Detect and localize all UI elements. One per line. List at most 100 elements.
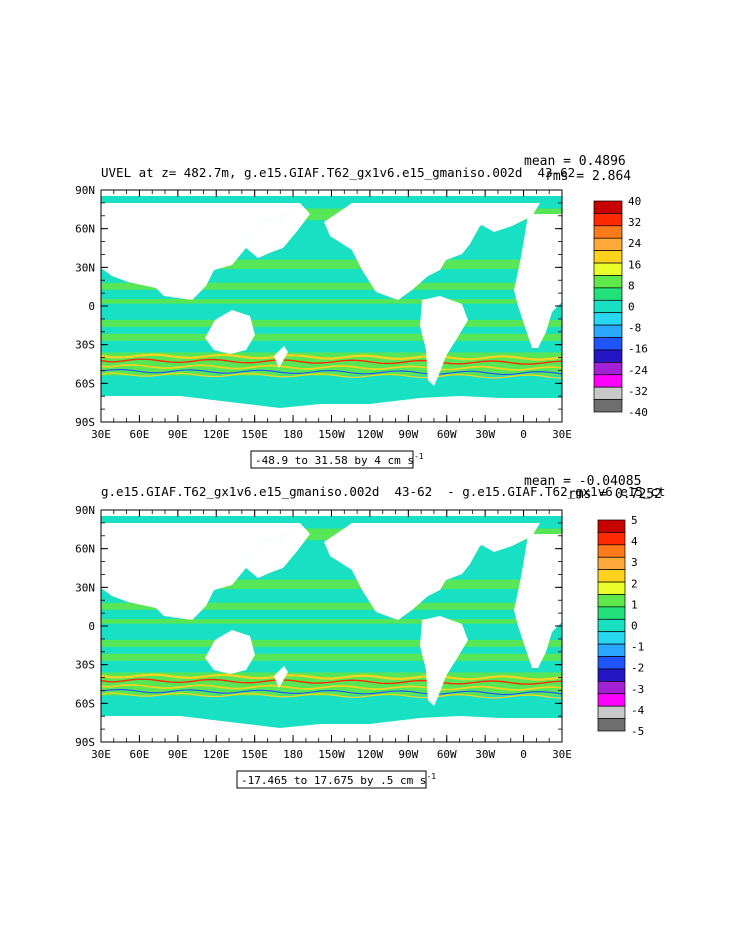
colorbar-swatch [593,250,623,264]
land-asia-north [215,203,310,258]
lon-label: 120W [357,748,384,761]
zonal-band [101,259,562,269]
land-greenland [468,203,540,232]
colorbar-label: -8 [628,322,641,335]
range-main-top: -48.9 to 31.58 by 4 cm s [255,454,414,467]
lon-label: 150E [241,748,268,761]
lat-label: 90S [75,416,95,429]
zonal-band [101,684,562,696]
range-text-top: -48.9 to 31.58 by 4 cm s-1 [255,452,424,467]
zonal-band [101,208,562,221]
lon-label: 150W [318,428,345,441]
lat-label: 90N [75,184,95,197]
colorbar-swatch [597,668,626,682]
zonal-band [101,639,562,647]
range-sup-bottom: -1 [426,772,436,781]
zonal-band [101,602,562,610]
lon-label: 60W [437,428,457,441]
range-text-bottom: -17.465 to 17.675 by .5 cm s-1 [241,772,436,787]
colorbar-swatch [597,532,626,546]
lon-label: 180 [283,428,303,441]
colorbar-swatch [597,569,626,583]
lon-label: 30W [475,428,495,441]
lat-label: 30S [75,339,95,352]
colorbar-label: -5 [631,725,644,738]
zonal-band [101,299,562,304]
jet-streak [100,688,563,696]
colorbar-label: -4 [631,704,645,717]
land-asia-north-b [215,523,310,578]
colorbar-label: 32 [628,216,641,229]
land-australia [205,310,255,354]
zonal-band [101,282,562,290]
range-main-bottom: -17.465 to 17.675 by .5 cm s [241,774,426,787]
colorbar-swatch [593,349,623,363]
rms-text-top: rms = 2.864 [545,169,631,184]
colorbar-swatch [593,399,623,413]
colorbar-label: 1 [631,598,638,611]
colorbar-swatch [597,594,626,608]
colorbar-swatch [593,374,623,388]
land-north-america-b [324,523,520,620]
land-africa-right-b [514,582,562,668]
colorbar-swatch [593,287,623,301]
land-south-america [420,296,468,386]
colorbar-swatch [597,693,626,707]
colorbar-swatch [597,718,626,732]
colorbar-label: -3 [631,683,644,696]
lon-label: 150W [318,748,345,761]
zonal-band [101,619,562,624]
jet-streak [100,368,563,376]
colorbar-label: 0 [628,301,635,314]
colorbar-label: 3 [631,556,638,569]
lon-label: 60E [129,428,149,441]
colorbar-swatch [593,200,623,214]
land-eurasia-left-b [101,523,300,620]
lon-label: 60W [437,748,457,761]
lat-label: 60N [75,223,95,236]
lat-label: 30S [75,659,95,672]
land-europe-right-b [520,534,562,582]
lon-label: 30E [552,428,572,441]
lon-label: 120E [203,428,230,441]
zonal-band [101,333,562,341]
colorbar-swatch [597,581,626,595]
colorbar-label: 2 [631,577,638,590]
range-sup-top: -1 [414,452,424,461]
zonal-band [101,364,562,376]
colorbar-swatch [597,606,626,620]
colorbar-swatch [593,275,623,289]
jet-streak [100,372,563,379]
colorbar-swatch [593,213,623,227]
land-australia-b [205,630,255,674]
lon-label: 120W [357,428,384,441]
colorbar-label: 0 [631,620,638,633]
colorbar-swatch [593,324,623,338]
colorbar-swatch [593,386,623,400]
lon-label: 90E [168,748,188,761]
colorbar-swatch [597,705,626,719]
colorbar-label: 40 [628,195,641,208]
colorbar-swatch [597,519,626,533]
zonal-band [101,579,562,589]
jet-streak [100,692,563,699]
jet-streak [100,364,563,371]
colorbar-swatch [593,337,623,351]
colorbar-swatch [597,631,626,645]
colorbar-swatch [593,299,623,314]
jet-streak [100,678,563,685]
lon-label: 0 [520,748,527,761]
lon-label: 120E [203,748,230,761]
colorbar-label: -1 [631,641,644,654]
colorbar-label: 8 [628,279,635,292]
title-top: UVEL at z= 482.7m, g.e15.GIAF.T62_gx1v6.… [101,165,583,180]
colorbar-swatch [593,312,623,326]
lon-label: 90E [168,428,188,441]
land-europe-right [520,214,562,262]
colorbar-label: 5 [631,514,638,527]
colorbar-swatch [597,643,626,657]
land-new-zealand-b [274,666,288,688]
jet-streak [100,353,563,361]
zonal-band [101,528,562,541]
